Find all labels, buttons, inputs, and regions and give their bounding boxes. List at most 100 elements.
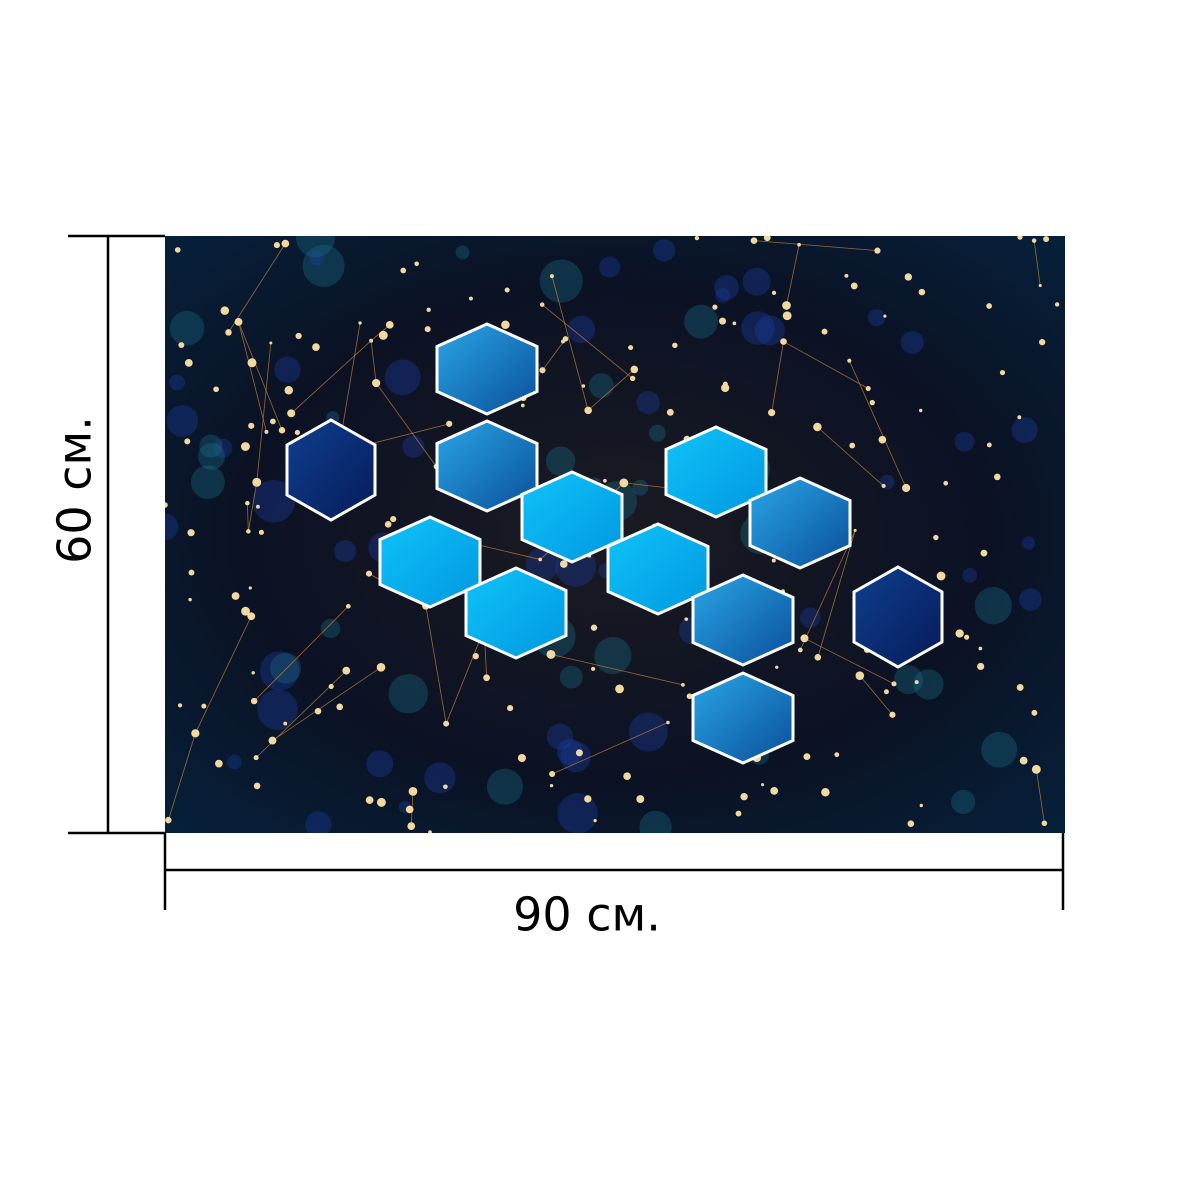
network-node — [188, 569, 195, 576]
network-node — [549, 274, 554, 279]
network-node — [287, 409, 296, 418]
network-node — [314, 707, 322, 715]
network-node — [253, 782, 261, 790]
network-node — [269, 341, 273, 345]
network-node — [636, 795, 645, 803]
network-node — [936, 571, 946, 581]
network-node — [986, 303, 993, 309]
network-node — [918, 288, 926, 296]
network-node — [273, 242, 280, 249]
bokeh — [305, 811, 332, 833]
network-node — [539, 302, 545, 307]
bokeh — [632, 479, 649, 496]
network-node — [283, 721, 288, 726]
network-node — [446, 420, 453, 427]
product-image — [165, 236, 1065, 833]
bokeh — [309, 251, 325, 266]
network-node — [213, 386, 219, 393]
bokeh — [169, 374, 186, 391]
network-node — [628, 345, 634, 351]
bokeh — [951, 789, 976, 815]
network-node — [581, 384, 586, 388]
bokeh — [599, 256, 621, 278]
network-node — [376, 662, 386, 672]
network-line — [848, 360, 907, 489]
network-node — [234, 317, 243, 326]
network-node — [666, 720, 670, 725]
bokeh — [636, 391, 660, 415]
network-node — [590, 624, 598, 631]
network-node — [252, 477, 262, 487]
network-node — [712, 304, 718, 310]
network-node — [245, 500, 250, 506]
network-node — [782, 311, 792, 321]
network-node — [964, 634, 970, 640]
network-node — [768, 409, 776, 417]
network-node — [813, 422, 822, 432]
bokeh — [652, 239, 676, 262]
network-node — [797, 647, 803, 653]
network-node — [933, 534, 939, 541]
network-node — [559, 560, 568, 568]
network-node — [187, 529, 195, 537]
dimension-lines — [68, 234, 1065, 910]
network-line — [804, 637, 895, 685]
network-node — [278, 426, 286, 434]
network-node — [978, 646, 983, 651]
network-node — [281, 239, 290, 248]
network-line — [341, 322, 361, 435]
network-node — [883, 314, 887, 318]
network-node — [201, 703, 207, 709]
network-node — [955, 629, 964, 638]
network-node — [177, 703, 183, 708]
network-line — [246, 503, 249, 532]
bokeh — [545, 446, 576, 476]
network-node — [408, 786, 418, 796]
hexagon — [748, 476, 852, 570]
bokeh — [1021, 536, 1036, 550]
network-node — [414, 261, 419, 267]
network-node — [1039, 338, 1046, 346]
network-node — [855, 671, 865, 680]
network-node — [400, 267, 407, 274]
network-node — [483, 674, 490, 682]
network-node — [546, 649, 556, 659]
network-node — [986, 442, 992, 448]
bokeh — [366, 750, 394, 778]
bokeh — [894, 665, 923, 695]
network-node — [593, 819, 597, 823]
network-node — [174, 247, 181, 253]
network-node — [782, 301, 791, 310]
bokeh — [867, 308, 886, 327]
network-node — [834, 752, 840, 758]
network-node — [507, 705, 514, 712]
network-node — [342, 666, 351, 675]
network-node — [850, 282, 858, 290]
network-node — [1017, 236, 1023, 240]
hexagons — [285, 322, 944, 765]
bokeh — [557, 793, 598, 833]
network-node — [999, 369, 1006, 376]
hexagon — [464, 566, 568, 660]
network-node — [735, 810, 742, 817]
network-node — [504, 287, 510, 293]
network-line — [542, 338, 566, 371]
network-node — [891, 681, 897, 687]
network-line — [228, 243, 286, 333]
hexagon — [435, 322, 539, 416]
network-node — [889, 711, 896, 718]
network-node — [264, 429, 269, 434]
network-node — [719, 317, 727, 325]
network-line — [859, 675, 893, 716]
network-node — [615, 684, 624, 694]
network-node — [907, 820, 915, 828]
bokeh — [302, 244, 345, 287]
network-node — [943, 480, 949, 486]
network-line — [370, 340, 377, 384]
network-node — [384, 520, 392, 528]
network-node — [847, 358, 852, 363]
hexagon — [378, 515, 482, 609]
network-node — [372, 378, 381, 388]
network-node — [248, 422, 255, 429]
